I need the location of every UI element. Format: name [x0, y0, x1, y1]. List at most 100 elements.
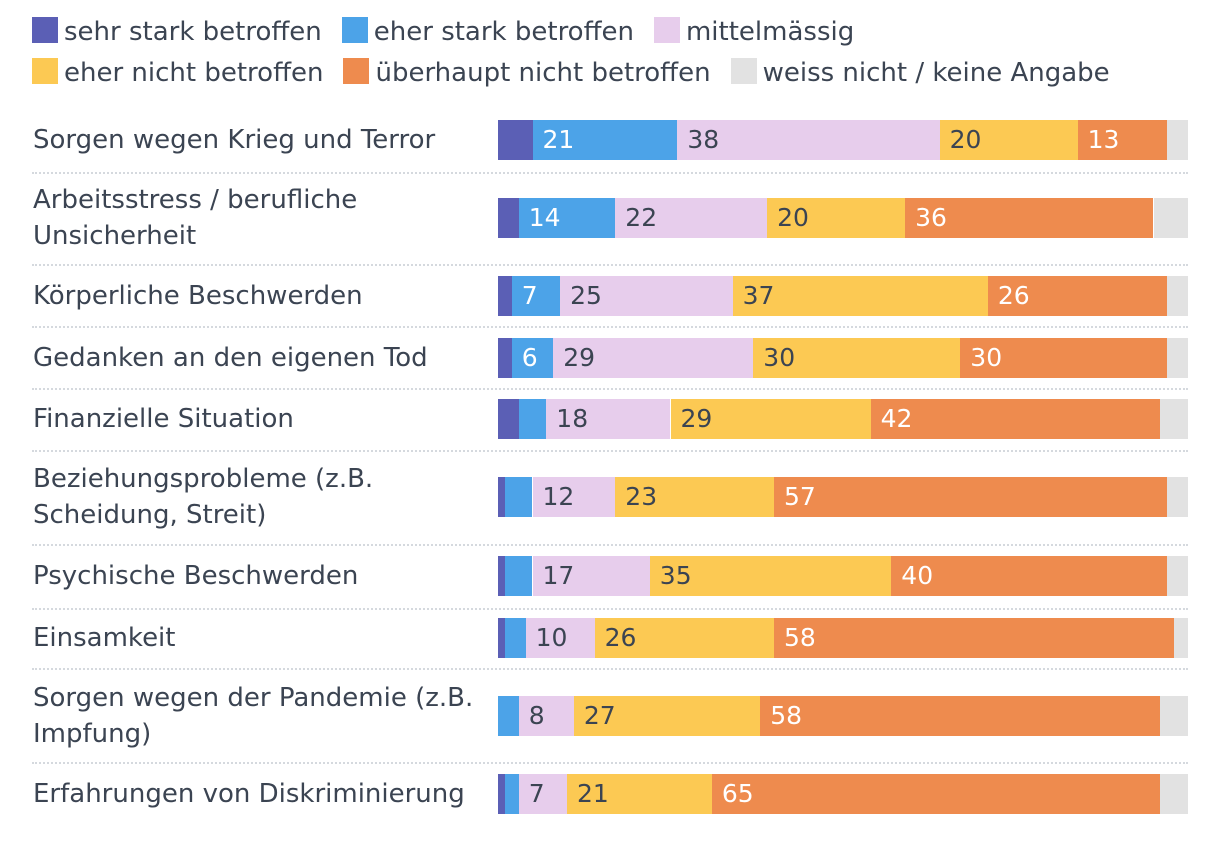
data-label-r2-s2: 25	[570, 281, 602, 310]
row-divider-1	[32, 264, 1188, 266]
data-label-r6-s2: 17	[542, 561, 575, 590]
bar-segment-r5-s1	[504, 477, 533, 517]
bar-segment-r7-s3	[594, 618, 774, 658]
bar-segment-r4-s4	[870, 399, 1161, 439]
category-label-1: Arbeitsstress / berufliche Unsicherheit	[33, 185, 358, 251]
legend-swatch-0	[32, 17, 58, 43]
data-label-r3-s1: 6	[521, 343, 538, 372]
bar-segment-r3-s1	[511, 338, 554, 378]
bar-segment-r2-s2	[560, 276, 733, 316]
data-label-r2-s3: 37	[742, 281, 775, 310]
legend-swatch-1	[341, 17, 368, 43]
category-label-0: Sorgen wegen Krieg und Terror	[33, 125, 436, 155]
bar-segment-r4-s2	[546, 399, 671, 439]
legend-item-3: eher nicht betroffen	[32, 53, 323, 94]
bar-segment-r0-s0	[498, 120, 533, 160]
legend-item-0: sehr stark betroffen	[32, 12, 322, 53]
bar-segment-r9-s4	[711, 774, 1161, 814]
data-label-r2-s4: 26	[997, 281, 1030, 310]
data-label-r6-s4: 40	[901, 561, 934, 590]
row-divider-8	[32, 762, 1188, 764]
data-label-r8-s4: 58	[770, 701, 802, 730]
category-label-5: Beziehungsprobleme (z.B. Scheidung, Stre…	[33, 464, 374, 530]
legend-item-4: überhaupt nicht betroffen	[343, 53, 711, 94]
bar-segment-r9-s1	[504, 774, 519, 814]
bar-segment-r5-s3	[615, 477, 774, 517]
legend-item-1: eher stark betroffen	[341, 12, 634, 53]
bar-segment-r8-s5	[1160, 696, 1188, 736]
bar-segment-r4-s0	[498, 399, 519, 439]
bar-segment-r5-s2	[532, 477, 616, 517]
row-divider-7	[32, 668, 1188, 670]
data-label-r1-s2: 22	[625, 203, 658, 232]
legend-label-4: überhaupt nicht betroffen	[375, 58, 711, 88]
bar-segment-r6-s4	[891, 556, 1168, 596]
row-divider-0	[32, 172, 1188, 174]
bar-segment-r8-s3	[573, 696, 761, 736]
category-label-9: Erfahrungen von Diskriminierung	[33, 779, 465, 809]
bar-segment-r5-s0	[498, 477, 505, 517]
legend-label-3: eher nicht betroffen	[64, 58, 324, 88]
data-label-r3-s2: 29	[563, 343, 595, 372]
bar-segment-r7-s0	[498, 618, 505, 658]
bar-segment-r6-s2	[532, 556, 650, 596]
bar-segment-r0-s3	[939, 120, 1078, 160]
data-label-r1-s3: 20	[777, 203, 809, 232]
legend-item-2: mittelmässig	[653, 12, 855, 53]
category-label-8: Sorgen wegen der Pandemie (z.B. Impfung)	[33, 683, 474, 749]
bar-segment-r9-s3	[567, 774, 712, 814]
bar-segment-r8-s2	[518, 696, 574, 736]
data-label-r4-s4: 42	[880, 404, 913, 433]
bar-segment-r2-s3	[732, 276, 988, 316]
bar-segment-r9-s2	[518, 774, 567, 814]
data-label-r9-s3: 21	[577, 779, 609, 808]
bar-segment-r8-s4	[760, 696, 1161, 736]
data-label-r9-s2: 7	[528, 779, 545, 808]
data-label-r1-s1: 14	[528, 203, 561, 232]
data-label-r1-s4: 36	[915, 203, 947, 232]
bar-segment-r2-s5	[1167, 276, 1188, 316]
category-label-7: Einsamkeit	[33, 623, 176, 653]
bar-segment-r4-s3	[670, 399, 871, 439]
bar-segment-r7-s5	[1174, 618, 1188, 658]
data-label-r8-s3: 27	[583, 701, 616, 730]
bar-segment-r0-s4	[1077, 120, 1168, 160]
legend-label-1: eher stark betroffen	[373, 17, 634, 47]
bar-segment-r6-s3	[649, 556, 892, 596]
bar-segment-r4-s5	[1160, 399, 1188, 439]
bar-segment-r0-s1	[532, 120, 678, 160]
bar-segment-r1-s4	[905, 198, 1154, 238]
data-label-r7-s3: 26	[604, 623, 637, 652]
bar-segment-r5-s4	[774, 477, 1168, 517]
chart-legend: sehr stark betroffen eher stark betroffen…	[32, 12, 1152, 94]
bar-segment-r3-s5	[1167, 338, 1188, 378]
bar-segment-r3-s4	[960, 338, 1168, 378]
category-label-6: Psychische Beschwerden	[33, 561, 359, 591]
bar-segment-r2-s4	[987, 276, 1168, 316]
bar-segment-r1-s5	[1153, 198, 1188, 238]
category-label-2: Körperliche Beschwerden	[33, 281, 363, 311]
data-label-r7-s4: 58	[784, 623, 816, 652]
bar-segment-r7-s2	[525, 618, 595, 658]
bar-segment-r3-s0	[498, 338, 512, 378]
data-label-r7-s2: 10	[535, 623, 568, 652]
data-label-r8-s2: 8	[528, 701, 545, 730]
bar-segment-r9-s5	[1160, 774, 1188, 814]
legend-label-2: mittelmässig	[685, 17, 855, 47]
legend-label-5: weiss nicht / keine Angabe	[762, 58, 1110, 88]
row-divider-6	[32, 608, 1188, 610]
bar-segment-r7-s4	[774, 618, 1175, 658]
bar-segment-r1-s1	[518, 198, 616, 238]
bar-segment-r1-s0	[498, 198, 519, 238]
bar-segment-r3-s2	[553, 338, 754, 378]
category-label-4: Finanzielle Situation	[33, 404, 294, 434]
data-label-r3-s3: 30	[763, 343, 796, 372]
data-label-r5-s4: 57	[784, 482, 816, 511]
bar-segment-r3-s3	[753, 338, 961, 378]
bar-segment-r5-s5	[1167, 477, 1188, 517]
row-divider-3	[32, 388, 1188, 390]
data-label-r0-s3: 20	[949, 125, 982, 154]
legend-item-5: weiss nicht / keine Angabe	[730, 53, 1110, 94]
bar-segment-r0-s5	[1167, 120, 1188, 160]
